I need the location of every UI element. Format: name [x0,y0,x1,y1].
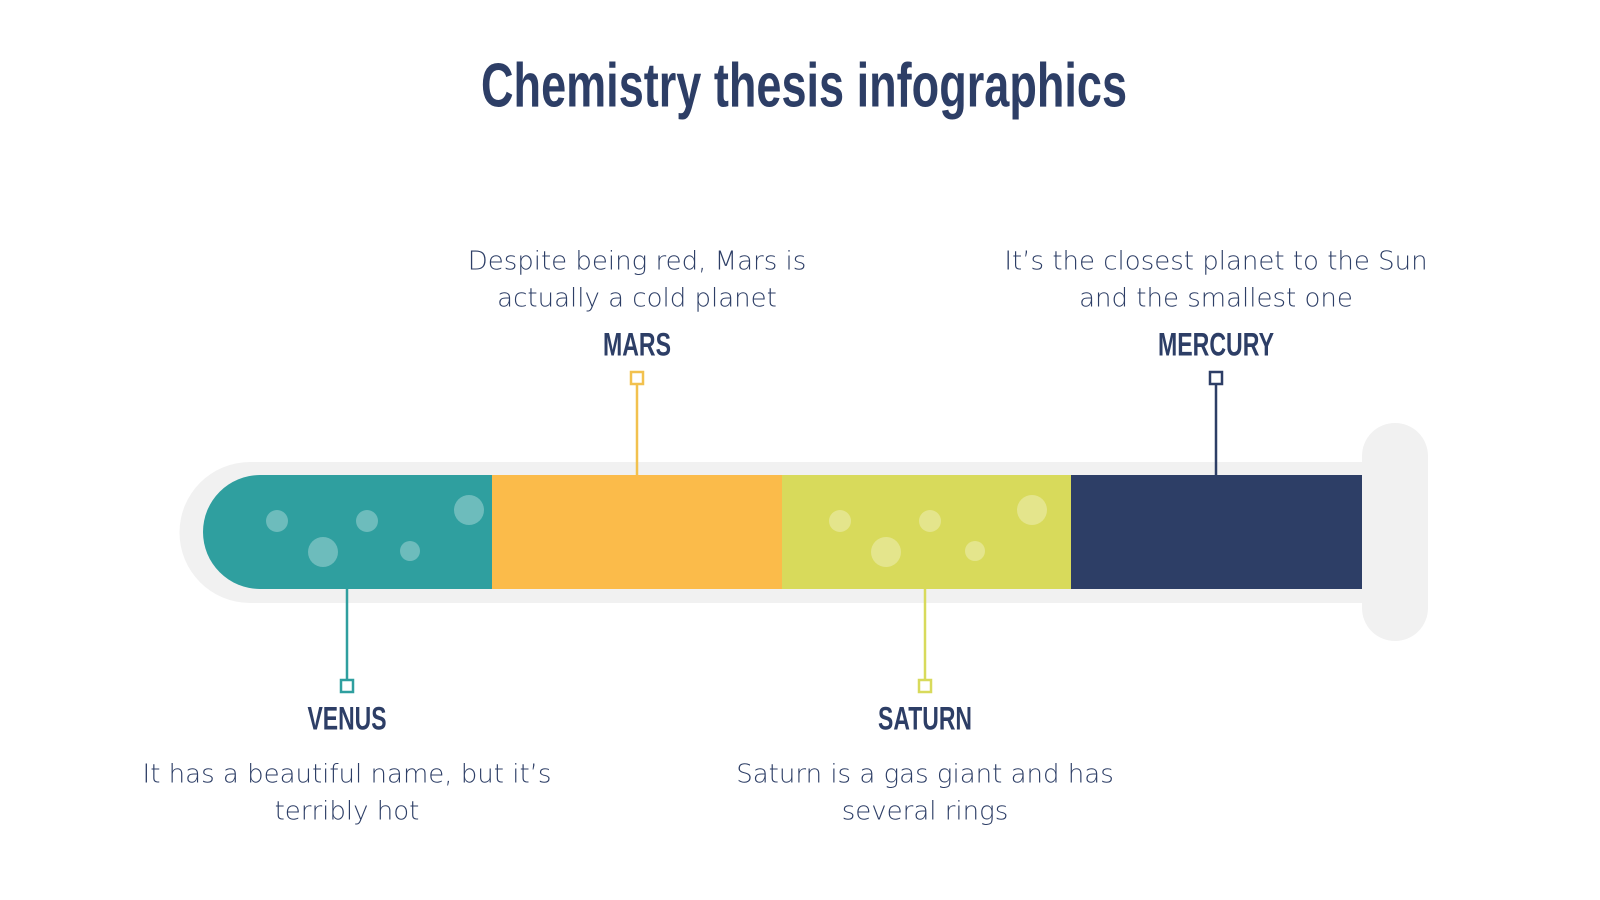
tube-cap [1362,423,1428,641]
item-name: VENUS [308,700,387,736]
test-tube [179,423,1428,641]
segment-mercury [1071,475,1362,589]
connector-node [1208,370,1224,386]
item-description: Saturn is a gas giant and has [736,760,1114,790]
bubble [400,541,420,561]
item-name: MARS [603,326,671,362]
segment-mars [492,475,782,589]
connector-node [629,370,645,386]
item-description: and the smallest one [1079,284,1353,314]
segment-saturn [782,475,1071,589]
item-description: several rings [842,797,1009,827]
item-description: It has a beautiful name, but it’s [143,760,552,790]
item-name: SATURN [878,700,972,736]
bubble [454,495,484,525]
bubble [829,510,851,532]
connectors [339,370,1224,694]
connector-node [339,678,355,694]
bubble [919,510,941,532]
bubbles [266,495,1047,567]
bubble [266,510,288,532]
item-name: MERCURY [1158,326,1274,362]
item-description: actually a cold planet [497,284,777,314]
item-description: Despite being red, Mars is [468,247,807,277]
bubble [965,541,985,561]
title: Chemistry thesis infographics [481,51,1127,120]
bubble [1017,495,1047,525]
bubble [871,537,901,567]
segment-venus [203,475,492,589]
item-description: It’s the closest planet to the Sun [1004,247,1427,277]
item-description: terribly hot [275,797,420,827]
bubble [356,510,378,532]
connector-node [917,678,933,694]
bubble [308,537,338,567]
